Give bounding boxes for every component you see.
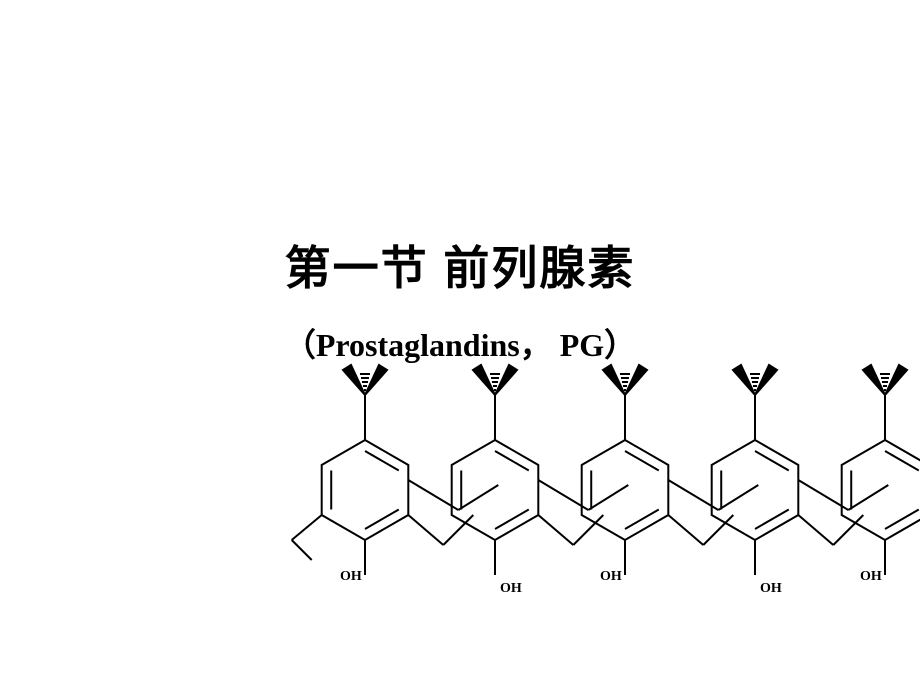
svg-text:OH: OH xyxy=(860,569,882,584)
svg-text:OH: OH xyxy=(760,581,782,596)
svg-text:OH: OH xyxy=(500,581,522,596)
chemical-structure: OH OH OH OH OH xyxy=(280,350,920,680)
main-title: 第一节 前列腺素 xyxy=(0,232,920,298)
svg-text:OH: OH xyxy=(600,569,622,584)
svg-text:OH: OH xyxy=(340,569,362,584)
